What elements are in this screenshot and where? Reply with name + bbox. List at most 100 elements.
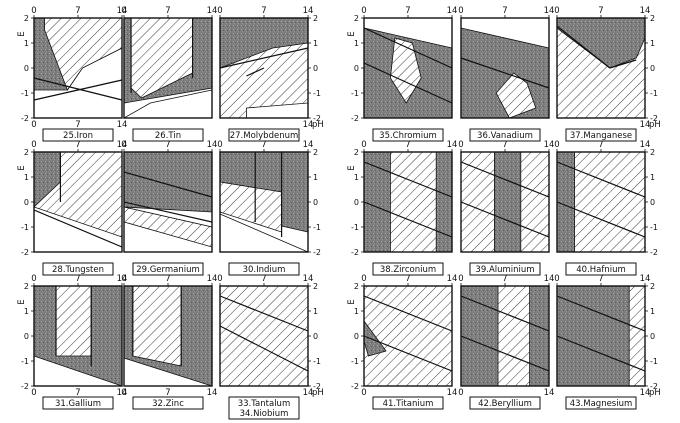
top-tick-label: 0 [121,6,126,16]
e-axis-label: E [347,165,357,170]
right-tick-label: 1 [650,307,655,316]
left-tick-label: 0 [24,332,29,341]
boundary-line [219,325,309,372]
caption-box [565,262,637,276]
left-tick-label: 2 [354,148,359,157]
right-tick-label: 1 [313,307,318,316]
element-caption: 28.Tungsten [52,265,104,275]
bottom-tick-label: 14 [640,388,651,398]
boundary-line [556,25,611,69]
top-tick-label: 14 [544,6,555,16]
hatch-region [389,151,437,253]
top-tick-label: 14 [303,6,314,16]
boundary-line [556,161,646,198]
left-tick-label: 0 [24,198,29,207]
right-tick-label: 2 [650,14,655,23]
left-tick-label: -2 [351,248,359,257]
element-caption: 36.Vanadium [477,131,533,141]
panel-36: 0 7 14 36.Vanadium [458,6,555,142]
element-caption: 38.Zirconium [380,265,436,275]
caption-box [565,396,637,410]
panel-40: 0 7 142 1 0 -1 -2 40.Hafnium [554,140,658,276]
left-tick-label: -2 [351,382,359,391]
right-tick-label: -2 [650,114,658,123]
left-tick-label: 1 [24,173,29,182]
top-tick-label: 7 [165,140,170,150]
right-tick-label: -1 [313,357,321,366]
top-tick-label: 14 [117,140,128,150]
bottom-tick-label: 0 [458,388,463,398]
caption-box [132,262,204,276]
boundary-line [33,77,123,101]
right-tick-label: 0 [650,332,655,341]
ph-axis-label: pH [649,388,661,398]
top-tick-label: 7 [261,274,266,284]
top-tick-label: 14 [447,140,458,150]
hatch-region [520,151,550,253]
element-caption: 27.Molybdenum [230,131,299,141]
top-tick-label: 14 [447,274,458,284]
bottom-tick-label: 0 [31,120,36,130]
panel-39: 0 7 14 39.Aluminium [458,140,554,276]
e-axis-label: E [17,165,27,170]
left-tick-label: -2 [21,114,29,123]
left-tick-label: 0 [354,332,359,341]
top-tick-label: 14 [640,274,651,284]
top-tick-label: 7 [165,6,170,16]
boundary-line [460,201,550,238]
element-caption: 37.Manganese [570,131,632,141]
element-caption: 42.Beryllium [478,399,532,409]
caption-box [42,128,114,142]
right-tick-label: 0 [313,332,318,341]
left-tick-label: -2 [351,114,359,123]
right-tick-label: -1 [313,223,321,232]
left-tick-label: 1 [354,39,359,48]
top-tick-label: 14 [117,6,128,16]
right-tick-label: -2 [313,114,321,123]
right-tick-label: 2 [313,14,318,23]
caption-box [469,128,541,142]
top-tick-label: 14 [640,6,651,16]
right-tick-label: 2 [650,282,655,291]
boundary-line [123,201,213,223]
top-tick-label: 0 [361,274,366,284]
top-tick-label: 14 [303,274,314,284]
top-tick-label: 7 [502,6,507,16]
bottom-tick-label: 0 [31,388,36,398]
panel-29: 0 7 14 29.Germanium [121,140,217,276]
caption-box [42,396,114,410]
bottom-tick-label: 14 [117,388,128,398]
top-tick-label: 7 [598,140,603,150]
right-tick-label: 0 [313,198,318,207]
top-tick-label: 7 [405,274,410,284]
bottom-tick-label: 14 [117,120,128,130]
boundary-line [609,59,637,69]
right-tick-label: -2 [650,382,658,391]
element-caption: 31.Gallium [55,399,101,409]
boundary-line [363,201,453,238]
left-tick-label: 1 [354,173,359,182]
right-tick-label: 1 [650,173,655,182]
boundary-line [556,295,646,332]
left-tick-label: -2 [21,382,29,391]
top-tick-label: 7 [598,274,603,284]
left-tick-label: -2 [21,248,29,257]
hatch-region [574,151,646,253]
right-tick-label: -2 [313,248,321,257]
left-tick-label: 2 [24,282,29,291]
top-tick-label: 0 [554,140,559,150]
left-tick-label: -1 [21,223,29,232]
right-tick-label: 1 [313,39,318,48]
e-axis-label: E [347,31,357,36]
boundary-line [363,161,453,198]
top-tick-label: 0 [554,274,559,284]
element-caption: 39.Aluminium [475,265,534,275]
boundary-line [460,295,550,332]
top-tick-label: 7 [405,140,410,150]
element-caption: 30.Indium [243,265,286,275]
right-tick-label: 0 [650,198,655,207]
